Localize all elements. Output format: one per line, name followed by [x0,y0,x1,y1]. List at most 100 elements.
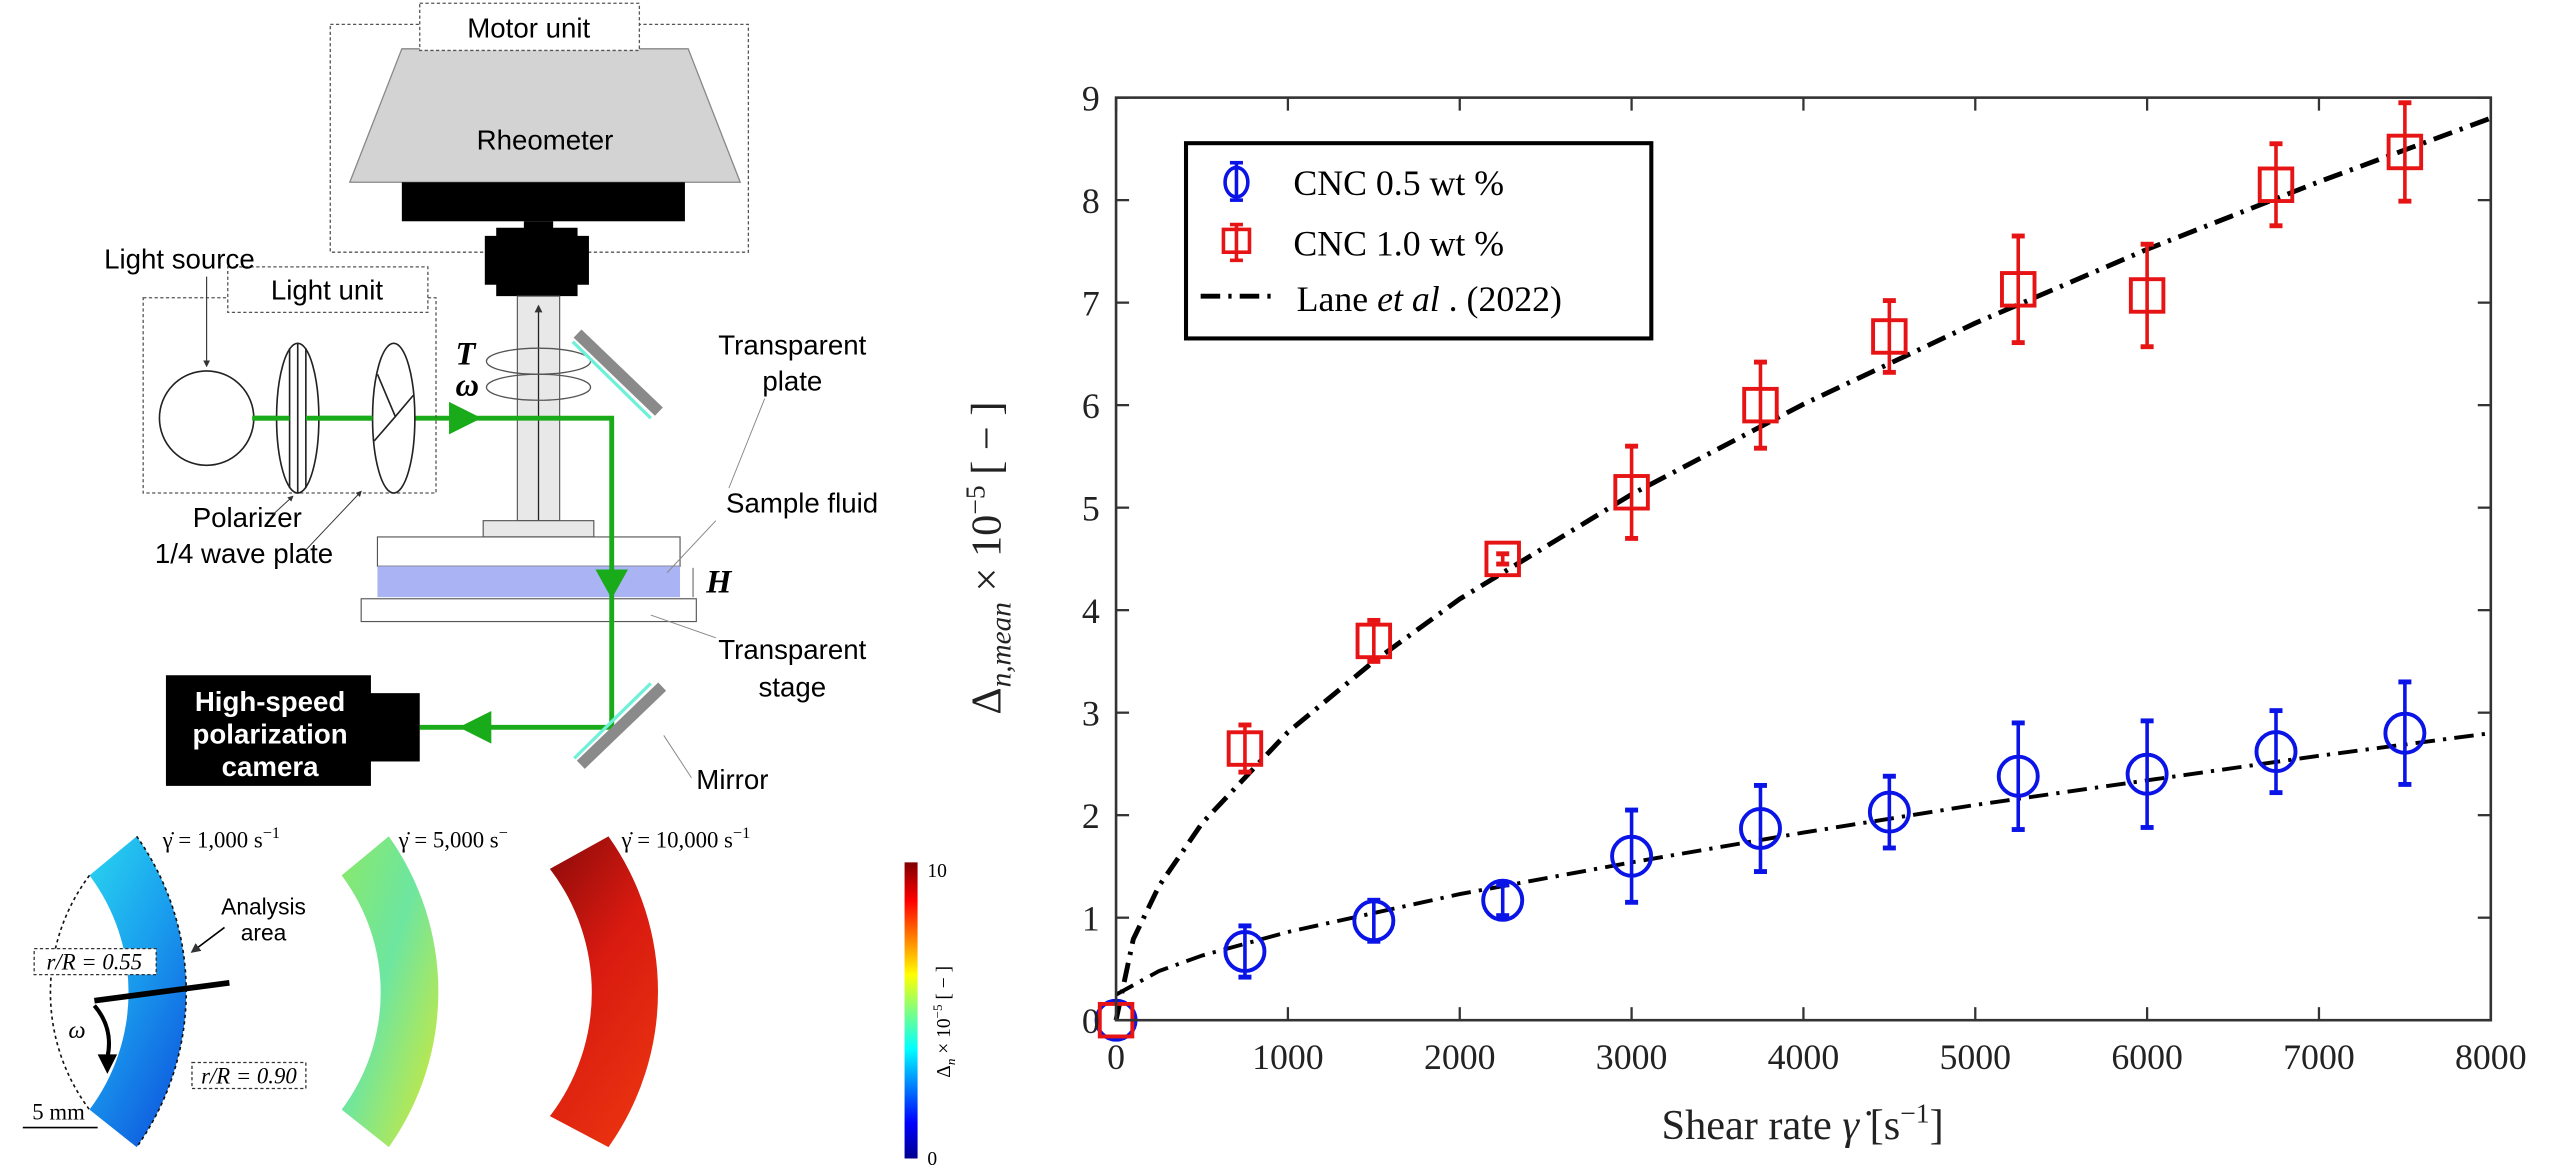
y-tick-label: 9 [1082,79,1100,119]
beam-arrow-left [458,711,492,744]
data-point-cnc-1-0 [2386,100,2424,204]
data-point-cnc-1-0 [1355,617,1393,664]
omega-rotation-icon [485,373,592,401]
upper-plate-holder [482,520,595,538]
data-point-cnc-1-0 [1871,298,1908,375]
circle-marker [1738,807,1782,850]
transparent-plate-label-2: plate [762,366,822,397]
legend-marker-cnc-1-0 [1221,222,1252,263]
circle-marker [1481,878,1525,922]
x-tick-label: 5000 [1939,1037,2011,1077]
y-tick-label: 1 [1082,899,1100,939]
x-axis-label: Shear rate γ̇ [s−1] [1662,1098,1944,1149]
mirror-coating [573,682,652,760]
rheometer-label: Rheometer [477,125,614,156]
y-axis-label: Δn,mean × 10−5 [ − ] [959,402,1017,715]
sample-fluid-label: Sample fluid [726,488,878,519]
transparent-plate-label-1: Transparent [718,330,866,361]
data-point-cnc-1-0 [2000,233,2037,346]
polarizer-label: Polarizer [193,502,302,533]
gap-symbol: H [705,564,733,600]
axis-ticks: 0 1000 2000 3000 4000 5000 6000 7000 8000 0 1 2 3 4 5 6… [1082,79,2527,1077]
data-point-cnc-1-0 [1742,359,1779,451]
square-marker [2128,277,2166,314]
colorbar [904,862,918,1159]
birefringence-image-10000 [549,836,658,1148]
coupling-head [484,221,589,297]
transparent-plate-splitter [573,329,663,416]
data-point-cnc-0-5 [1610,807,1654,905]
colorbar-label: Δn × 10−5 [ − ] [930,966,958,1078]
light-unit-box [227,266,429,314]
legend-box [1183,141,1654,341]
transparent-stage-label-1: Transparent [718,634,866,665]
motor-unit-label: Motor unit [467,12,590,43]
circle-marker [1352,899,1396,943]
colorbar-max: 10 [927,861,947,882]
data-point-cnc-0-5 [2254,708,2298,796]
torque-symbol: T [456,336,477,372]
image-3-label: γ̇ = 10,000 s−1 [620,824,750,853]
data-point-cnc-1-0 [1484,540,1521,578]
mirror-leader [663,735,692,779]
y-tick-label: 2 [1082,796,1100,836]
birefringence-image-1000 [89,836,187,1148]
light-unit-outline [142,297,437,494]
transparent-stage-label-2: stage [758,671,826,702]
data-point-cnc-0-5 [1996,720,2040,832]
data-point-cnc-1-0 [1226,722,1264,775]
y-tick-label: 4 [1082,591,1100,631]
camera-label-3: camera [222,751,319,782]
square-marker [1226,730,1264,767]
sample-fluid-leader [666,520,717,574]
transparent-plate-leader [728,398,766,489]
y-tick-label: 6 [1082,386,1100,426]
setup-diagram: Motor unit Rheometer T ω H Transparent p… [22,2,958,1165]
data-point-cnc-1-0 [2257,141,2295,229]
data-point-cnc-0-5 [2125,718,2169,830]
scale-bar-label: 5 mm [32,1099,85,1124]
data-point-cnc-1-0 [2128,241,2166,350]
camera-lens [367,693,420,762]
x-tick-label: 7000 [2283,1037,2355,1077]
legend-marker-cnc-0-5 [1223,160,1250,202]
birefringence-chart: 0 1000 2000 3000 4000 5000 6000 7000 8000 0 1 2 3 4 5 6… [959,79,2526,1149]
x-tick-label: 1000 [1252,1037,1324,1077]
legend: CNC 0.5 wt % CNC 1.0 wt % Lane et al . (… [1183,141,1654,341]
light-source-icon [158,370,255,467]
y-tick-label: 8 [1082,181,1100,221]
circle-marker [1223,930,1267,973]
r-inner-label: r/R = 0.55 [47,950,143,975]
x-tick-label: 4000 [1768,1037,1840,1077]
mirror [576,682,667,769]
camera-label-2: polarization [193,719,348,750]
analysis-area-label-2: area [241,919,287,945]
x-tick-label: 2000 [1424,1037,1496,1077]
r-outer-label: r/R = 0.90 [201,1064,297,1089]
data-point-cnc-0-5 [1352,897,1396,944]
data-point-cnc-0-5 [2383,679,2427,787]
birefringence-image-5000 [341,836,439,1148]
splitter-coating [571,340,652,420]
square-marker [2257,166,2295,203]
image-1-label: γ̇ = 1,000 s−1 [162,824,280,853]
beam-arrow-right [449,401,482,435]
square-marker [2386,133,2424,171]
y-tick-label: 3 [1082,694,1100,734]
circle-marker [1867,790,1911,834]
lane-2022-curve-2 [1115,731,2492,997]
circle-marker [2254,730,2298,774]
colorbar-min: 0 [927,1149,937,1165]
circle-marker [1996,754,2040,798]
camera-label-1: High-speed [195,686,345,717]
y-tick-label: 0 [1082,1001,1100,1041]
omega-symbol: ω [456,367,480,403]
y-tick-label: 7 [1082,284,1100,324]
transparent-stage [360,598,697,623]
transparent-stage-leader [650,614,717,639]
square-marker [1871,318,1908,355]
square-marker [1742,386,1779,424]
analysis-line [93,979,230,1004]
rheometer-base [401,182,685,222]
motor-unit-box [419,2,641,52]
